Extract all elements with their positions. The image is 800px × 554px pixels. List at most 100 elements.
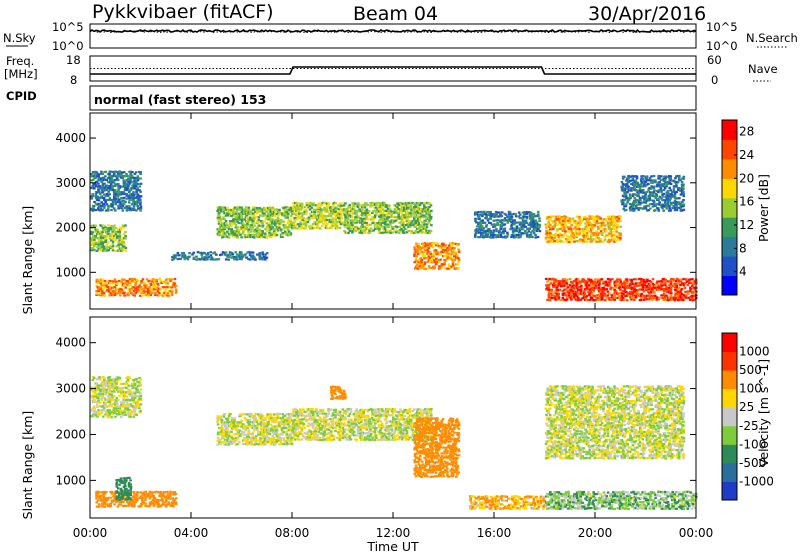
echo-cell xyxy=(158,288,161,291)
echo-cell xyxy=(681,189,684,192)
echo-cell xyxy=(572,236,576,239)
echo-cell xyxy=(123,294,126,297)
echo-cell xyxy=(429,252,432,255)
echo-cell xyxy=(641,283,645,287)
echo-cell xyxy=(244,225,247,228)
echo-cell xyxy=(262,206,266,209)
echo-cell xyxy=(404,214,407,217)
echo-cell xyxy=(388,210,392,213)
echo-cell xyxy=(246,235,249,239)
echo-cell xyxy=(514,233,518,236)
echo-cell xyxy=(292,201,295,205)
echo-cell xyxy=(325,215,329,218)
echo-cell xyxy=(267,208,270,211)
echo-cell xyxy=(496,219,499,222)
echo-cell xyxy=(91,399,95,402)
echo-cell xyxy=(383,215,386,219)
echo-cell xyxy=(111,203,114,206)
echo-cell xyxy=(138,505,142,508)
echo-cell xyxy=(107,229,110,232)
echo-cell xyxy=(126,375,130,379)
echo-cell xyxy=(444,254,448,258)
echo-cell xyxy=(109,198,113,201)
echo-cell xyxy=(365,209,369,212)
echo-cell xyxy=(155,501,158,504)
echo-cell xyxy=(402,209,406,213)
echo-cell xyxy=(334,208,338,211)
echo-cell xyxy=(125,205,128,208)
echo-cell xyxy=(121,209,125,212)
echo-cell xyxy=(567,236,571,239)
echo-cell xyxy=(100,411,103,414)
echo-cell xyxy=(610,234,614,237)
echo-cell xyxy=(387,216,391,219)
echo-cell xyxy=(139,182,143,185)
echo-cell xyxy=(652,185,656,188)
echo-cell xyxy=(652,195,656,198)
echo-cell xyxy=(139,205,143,208)
echo-cell xyxy=(417,231,420,234)
echo-cell xyxy=(597,236,600,239)
echo-cell xyxy=(413,206,416,209)
echo-cell xyxy=(339,223,343,226)
echo-cell xyxy=(648,179,652,182)
echo-cell xyxy=(669,189,672,192)
echo-cell xyxy=(305,208,308,211)
echo-cell xyxy=(662,177,666,180)
echo-cell xyxy=(580,286,583,290)
echo-cell xyxy=(286,226,290,229)
echo-cell xyxy=(667,199,670,202)
echo-cell xyxy=(415,216,419,219)
echo-cell xyxy=(578,240,581,243)
echo-cell xyxy=(489,231,493,234)
echo-cell xyxy=(628,202,632,205)
echo-cell xyxy=(101,241,105,244)
echo-cell xyxy=(683,286,687,289)
echo-cell xyxy=(183,258,187,261)
echo-cell xyxy=(123,181,127,184)
echo-cell xyxy=(105,388,109,391)
echo-cell xyxy=(236,226,239,229)
echo-cell xyxy=(612,219,615,222)
echo-cell xyxy=(635,289,639,292)
echo-cell xyxy=(563,232,566,235)
echo-cell xyxy=(157,499,161,502)
echo-cell xyxy=(319,227,322,230)
echo-cell xyxy=(633,187,637,190)
echo-cell xyxy=(579,298,583,301)
echo-cell xyxy=(423,244,426,247)
echo-cell xyxy=(652,290,656,293)
echo-cell xyxy=(117,228,120,231)
echo-cell xyxy=(554,217,558,221)
echo-cell xyxy=(610,236,614,239)
echo-cell xyxy=(289,232,293,235)
echo-cell xyxy=(456,255,459,258)
echo-cell xyxy=(103,279,107,283)
echo-cell xyxy=(554,298,557,301)
echo-cell xyxy=(320,210,323,213)
echo-cell xyxy=(135,278,139,281)
echo-cell xyxy=(301,213,305,216)
echo-cell xyxy=(612,292,616,295)
echo-cell xyxy=(407,204,410,207)
echo-cell xyxy=(682,184,685,188)
echo-cell xyxy=(127,280,130,283)
echo-cell xyxy=(103,224,106,227)
echo-cell xyxy=(603,224,607,227)
echo-cell xyxy=(575,240,579,243)
echo-cell xyxy=(353,225,357,229)
echo-cell xyxy=(620,296,623,299)
echo-cell xyxy=(573,227,576,230)
echo-cell xyxy=(590,228,593,231)
echo-cell xyxy=(113,401,117,404)
echo-cell xyxy=(619,225,623,228)
echo-cell xyxy=(608,224,611,227)
echo-cell xyxy=(102,493,105,496)
echo-cell xyxy=(485,234,488,237)
echo-cell xyxy=(674,177,677,180)
echo-cell xyxy=(419,224,423,227)
echo-cell xyxy=(270,233,273,236)
echo-cell xyxy=(571,217,575,220)
echo-cell xyxy=(259,214,262,217)
echo-cell xyxy=(156,290,159,293)
